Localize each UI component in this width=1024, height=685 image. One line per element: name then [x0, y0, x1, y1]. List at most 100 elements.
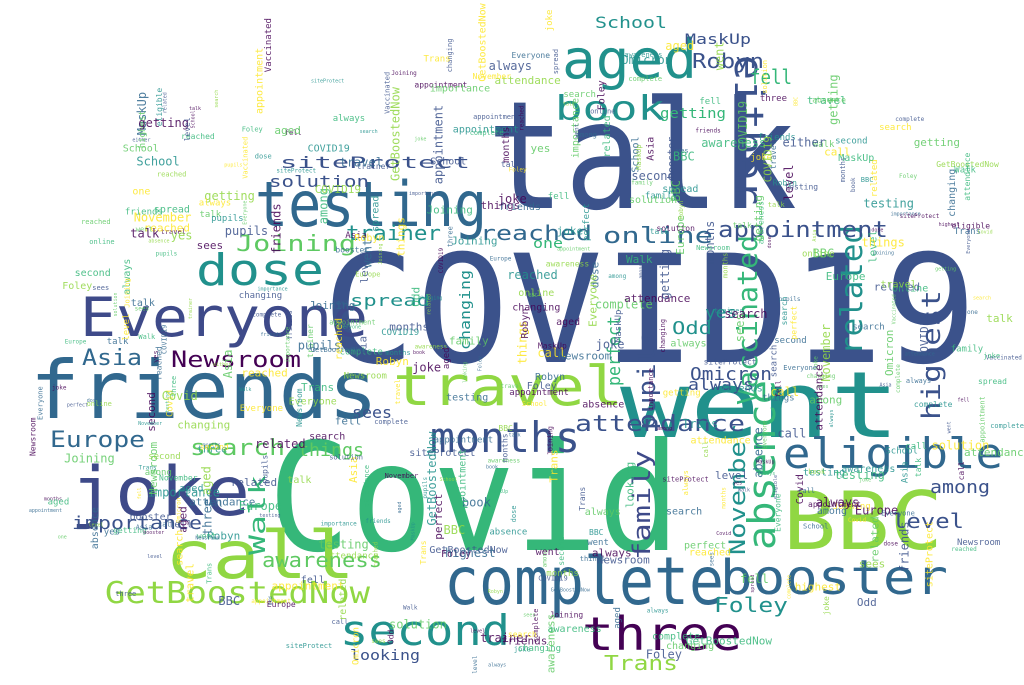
small-word: always — [906, 377, 931, 385]
small-word: either — [783, 135, 826, 149]
small-word: level — [183, 117, 192, 141]
small-word: BBC — [218, 594, 240, 608]
small-word: Robyn — [773, 178, 797, 187]
small-word: reached — [373, 541, 380, 567]
small-word: always — [647, 607, 669, 614]
small-word: awareness — [488, 458, 521, 465]
small-word: testing — [834, 468, 885, 482]
small-word: booster — [667, 137, 678, 179]
small-word: reached — [689, 548, 731, 559]
small-word: months — [203, 442, 221, 448]
word-family: family — [628, 450, 656, 560]
small-word: went — [197, 531, 216, 540]
small-word: search — [666, 507, 702, 518]
small-word: changing — [947, 169, 958, 217]
small-word: awareness — [548, 624, 602, 635]
small-word: MaskUp — [538, 341, 567, 350]
small-word: sees — [817, 384, 829, 390]
small-word: GetBoostedNow — [311, 346, 367, 354]
small-word: one — [58, 535, 67, 541]
small-word: spread — [750, 575, 756, 593]
word-november: November — [726, 425, 751, 555]
small-word: Joining — [833, 502, 871, 512]
small-word: getting — [914, 136, 960, 149]
small-word: Covid — [978, 230, 993, 236]
small-word: appointment — [431, 105, 445, 184]
small-word: Europe — [855, 503, 898, 517]
small-word: related — [427, 294, 433, 315]
small-word: complete — [340, 347, 383, 357]
small-word: talk — [287, 475, 311, 486]
small-word: Foley — [646, 647, 682, 661]
small-word: solution — [932, 439, 990, 453]
small-word: complete — [470, 129, 504, 137]
small-word: Asia — [347, 457, 360, 484]
small-word: Robyn — [535, 372, 565, 383]
small-word: COVID19 — [918, 313, 931, 359]
small-word: awareness — [546, 260, 590, 269]
small-word: November — [159, 473, 198, 482]
small-word: importance — [321, 520, 358, 527]
small-word: things — [762, 394, 795, 404]
word-months: months — [430, 413, 580, 462]
small-word: attendance — [964, 446, 1024, 459]
small-word: Newsroom — [295, 388, 304, 427]
small-word: family — [449, 335, 489, 348]
small-word: solution — [656, 224, 695, 233]
small-word: second — [631, 169, 674, 183]
small-word: BBC — [861, 176, 874, 184]
small-word: one — [132, 186, 150, 197]
small-word: call — [332, 618, 349, 626]
small-word: siteProtect — [276, 167, 316, 174]
small-word: aged — [556, 317, 580, 328]
small-word: Europe — [65, 339, 87, 346]
small-word: Vaccinated — [264, 18, 274, 72]
small-word: Everyone — [587, 274, 600, 327]
small-word: second — [557, 537, 566, 566]
word-either: either — [725, 55, 771, 205]
small-word: friends — [481, 334, 487, 355]
small-word: reached — [951, 546, 977, 553]
small-word: online — [802, 249, 835, 259]
small-word: complete — [595, 297, 653, 311]
word-eligible: eligible — [783, 429, 1003, 478]
word-went: went — [620, 352, 900, 459]
small-words-layer: travel dose Foley sees BBC joke appointment Eve… — [29, 2, 1024, 673]
small-word: siteProtect — [286, 642, 332, 650]
small-word: Trans — [139, 464, 157, 471]
word-maskup: MaskUp — [685, 32, 751, 48]
small-word: Vaccinated — [241, 137, 249, 179]
small-word: Joining — [550, 611, 584, 620]
small-word: Joining — [123, 278, 131, 308]
small-word: talk — [509, 433, 521, 439]
small-word: travel — [881, 279, 917, 290]
small-word: COVID19 — [315, 183, 361, 196]
small-word: always — [829, 409, 835, 427]
small-word: friends — [758, 133, 796, 143]
small-word: Robyn — [678, 200, 685, 218]
word-covid19: COVID19 — [322, 224, 977, 398]
small-word: attendance — [812, 364, 825, 430]
small-word: dose — [510, 505, 518, 522]
small-word: related — [874, 280, 920, 293]
small-word: School — [136, 155, 179, 169]
small-word: appointment — [808, 500, 861, 509]
small-word: awareness — [701, 136, 766, 150]
small-word: went — [947, 421, 953, 433]
small-word: eligible — [155, 88, 164, 127]
small-word: among — [542, 549, 549, 567]
small-word: call — [770, 385, 799, 399]
word-yes: yes — [705, 303, 737, 322]
small-word: months — [500, 433, 509, 462]
word-perfect: perfect — [604, 316, 625, 386]
small-word: getting — [138, 116, 189, 130]
small-word: friends — [261, 332, 282, 338]
word-sees: sees — [352, 403, 392, 422]
small-word: joke — [412, 360, 441, 374]
small-word: changing — [807, 373, 836, 380]
small-word: Foley — [441, 549, 471, 560]
small-word: went — [712, 41, 726, 70]
small-word: testing — [259, 513, 280, 519]
small-word: Odd — [857, 596, 877, 609]
small-word: Robyn — [488, 589, 503, 595]
